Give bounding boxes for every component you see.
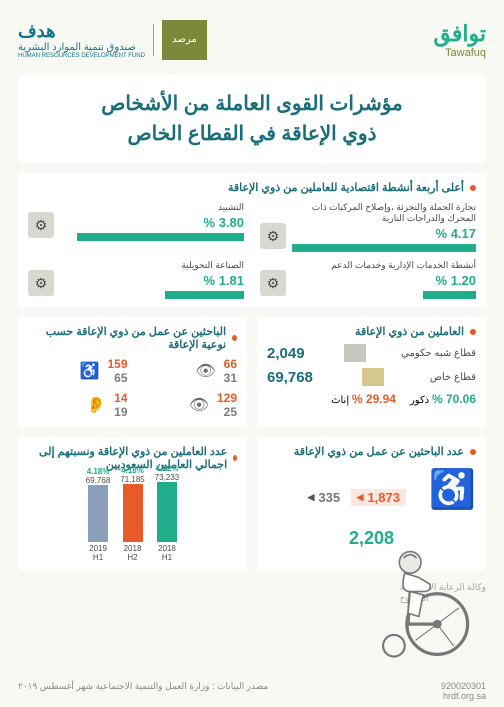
building-icon: [362, 368, 384, 386]
activities-heading: أعلى أربعة أنشطة اقتصادية للعاملين من ذو…: [28, 181, 476, 194]
private-label: قطاع خاص: [430, 372, 476, 383]
activity-icon: ⚙: [28, 270, 54, 296]
seeker-type-cell: 14 19 👂: [28, 391, 128, 419]
disability-icon: 👁: [194, 359, 218, 383]
disability-icon: ♿: [77, 359, 101, 383]
header: توافق Tawafuq مرصد هدف صندوق تنمية الموا…: [18, 12, 486, 67]
bullet-icon: [470, 185, 476, 191]
seekers-type-heading: الباحثين عن عمل من ذوي الإعاقة حسب نوعية…: [28, 325, 237, 351]
activity-label: التشييد: [60, 202, 244, 213]
activity-bar: [292, 244, 476, 252]
marsad-logo: مرصد: [162, 20, 207, 60]
activity-bar: [165, 291, 244, 299]
footer-url: hrdf.org.sa: [443, 691, 486, 701]
chart-bar: 4.18% 69,768 2019 H1: [86, 467, 110, 562]
seeker-orange: 129: [217, 391, 237, 405]
seeker-orange: 66: [224, 357, 237, 371]
chart-bar: 4.22% 73,233 2018 H1: [155, 464, 179, 562]
activity-icon: ⚙: [260, 223, 286, 249]
bullet-icon: [470, 329, 476, 335]
activity-icon: ⚙: [260, 270, 286, 296]
activity-pct: 4.17 %: [292, 226, 476, 241]
activities-section: أعلى أربعة أنشطة اقتصادية للعاملين من ذو…: [18, 173, 486, 307]
bar-rect: [157, 482, 177, 542]
male-pct: 70.06 %: [432, 392, 476, 406]
wheelchair-icon: ♿: [420, 468, 476, 524]
tawafuq-ar: توافق: [434, 21, 486, 47]
tawafuq-logo: توافق Tawafuq: [434, 21, 486, 59]
tawafuq-en: Tawafuq: [434, 47, 486, 59]
disability-icon: 👂: [84, 393, 108, 417]
seeker-type-cell: 129 25 👁: [138, 391, 238, 419]
bar-value: 71,185: [120, 475, 144, 484]
activity-item: الصناعة التحويلية 1.81 % ⚙: [28, 260, 244, 299]
bar-value: 69,768: [86, 476, 110, 485]
building-icon: [344, 344, 366, 362]
seeker-gray: 65: [107, 371, 127, 385]
activity-item: تجارة الجملة والتجزئة ،وإصلاح المركبات ذ…: [260, 202, 476, 252]
bar-pct: 4.22%: [156, 464, 179, 473]
seekers-orange: 1,873 ◀: [351, 489, 406, 506]
footer-phone: 920020301: [441, 681, 486, 691]
activity-label: الصناعة التحويلية: [60, 260, 244, 271]
bullet-icon: [233, 455, 237, 461]
seeker-orange: 159: [107, 357, 127, 371]
seeker-gray: 25: [217, 405, 237, 419]
seeker-orange: 14: [114, 391, 127, 405]
activity-pct: 1.81 %: [60, 273, 244, 288]
chart-bar: 4.18% 71,185 2018 H2: [120, 466, 144, 562]
disability-icon: 👁: [187, 393, 211, 417]
activity-pct: 1.20 %: [292, 273, 476, 288]
activity-bar: [77, 233, 244, 241]
bar-value: 73,233: [155, 473, 179, 482]
activity-bar: [423, 291, 476, 299]
bullet-icon: [470, 449, 476, 455]
activity-item: التشييد 3.80 % ⚙: [28, 202, 244, 252]
employed-heading: العاملين من ذوي الإعاقة: [267, 325, 476, 338]
seeker-gray: 19: [114, 405, 127, 419]
bar-period: 2018 H2: [124, 544, 142, 562]
activity-icon: ⚙: [28, 212, 54, 238]
seeker-type-cell: 66 31 👁: [138, 357, 238, 385]
bar-period: 2018 H1: [158, 544, 176, 562]
footer-source: مصدر البيانات : وزارة العمل والتنمية الا…: [18, 681, 268, 701]
private-value: 69,768: [267, 369, 313, 386]
seekers-total-heading: عدد الباحثين عن عمل من ذوي الإعاقة: [267, 445, 476, 458]
female-pct: 29.94 %: [352, 392, 396, 406]
activity-item: أنشطة الخدمات الإدارية وخدمات الدعم 1.20…: [260, 260, 476, 299]
activity-label: أنشطة الخدمات الإدارية وخدمات الدعم: [292, 260, 476, 271]
activity-label: تجارة الجملة والتجزئة ،وإصلاح المركبات ذ…: [292, 202, 476, 224]
bar-period: 2019 H1: [89, 544, 107, 562]
seeker-gray: 31: [224, 371, 237, 385]
bullet-icon: [232, 335, 237, 341]
title-box: مؤشرات القوى العاملة من الأشخاص ذوي الإع…: [18, 75, 486, 163]
title-line2: ذوي الإعاقة في القطاع الخاص: [38, 119, 466, 149]
seekers-gray: 335 ◀: [301, 489, 346, 506]
person-wheelchair-illustration: [356, 532, 486, 662]
bar-rect: [123, 484, 143, 542]
seeker-type-cell: 159 65 ♿: [28, 357, 128, 385]
title-line1: مؤشرات القوى العاملة من الأشخاص: [38, 89, 466, 119]
chart-section: عدد العاملين من ذوي الإعاقة ونسبتهم إلى …: [18, 437, 247, 570]
bar-pct: 4.18%: [87, 467, 110, 476]
right-logos: مرصد هدف صندوق تنمية الموارد البشرية HUM…: [18, 20, 207, 60]
seekers-type-section: الباحثين عن عمل من ذوي الإعاقة حسب نوعية…: [18, 317, 247, 427]
bar-rect: [88, 485, 108, 542]
semi-gov-value: 2,049: [267, 345, 305, 362]
hrdf-logo: هدف صندوق تنمية الموارد البشرية HUMAN RE…: [18, 21, 145, 59]
bar-pct: 4.18%: [121, 466, 144, 475]
semi-gov-label: قطاع شبه حكومي: [401, 348, 476, 359]
employed-section: العاملين من ذوي الإعاقة قطاع شبه حكومي 2…: [257, 317, 486, 427]
activity-pct: 3.80 %: [60, 215, 244, 230]
